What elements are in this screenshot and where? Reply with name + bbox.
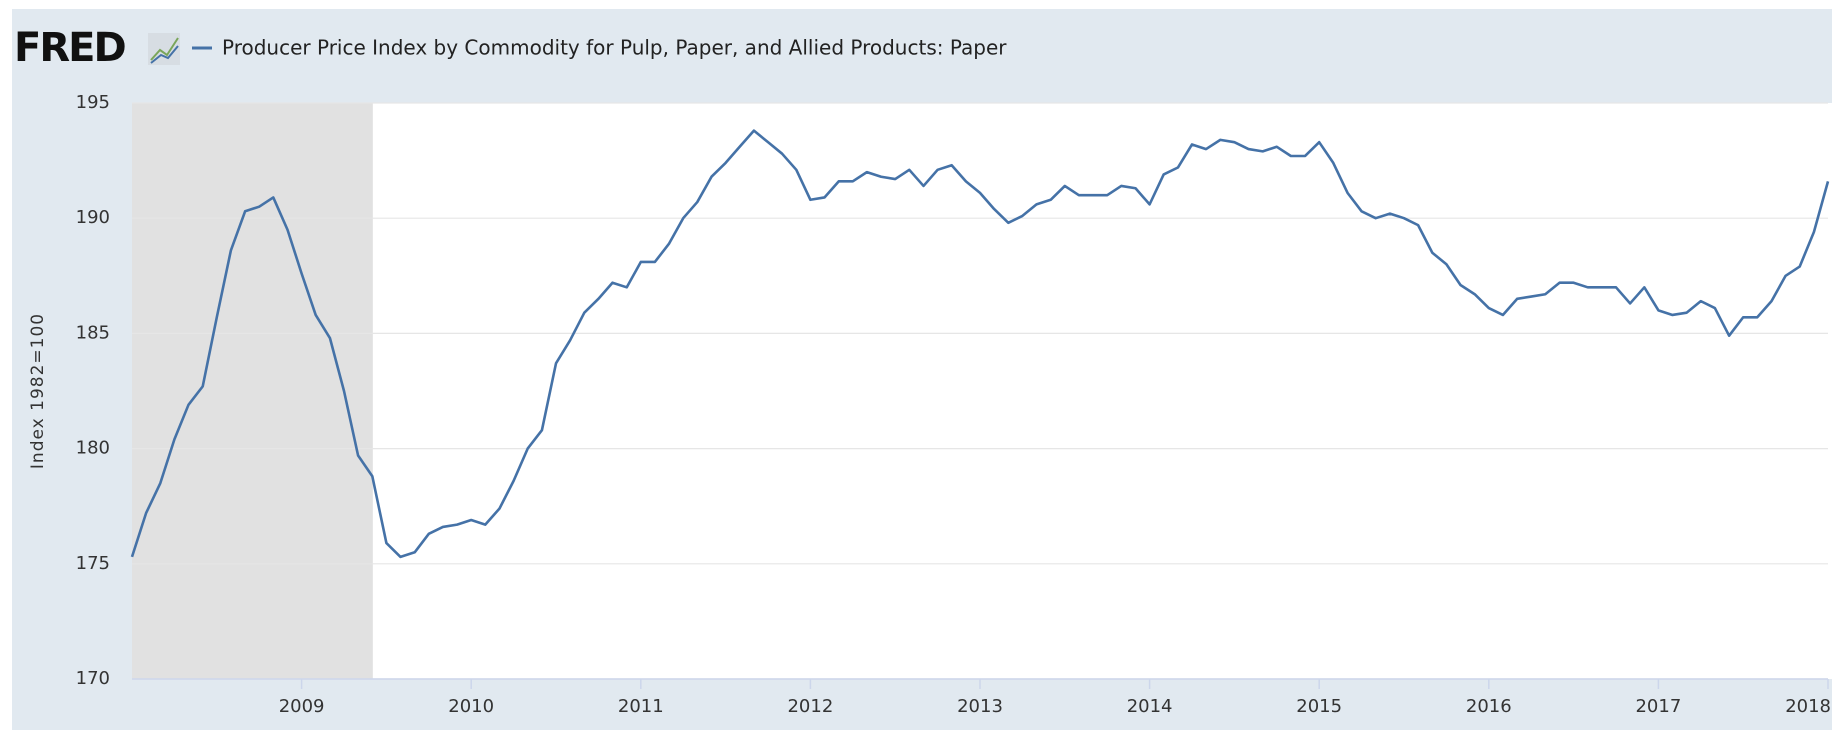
x-tick-label: 2015 (1296, 696, 1342, 717)
x-tick-label: 2016 (1466, 696, 1512, 717)
y-tick-label: 190 (76, 207, 110, 228)
x-tick-label: 2018 (1785, 696, 1831, 717)
x-tick-label: 2009 (279, 696, 325, 717)
y-tick-label: 170 (76, 668, 110, 689)
y-tick-label: 195 (76, 92, 110, 113)
recession-shade (132, 103, 373, 679)
logo-icon (148, 33, 180, 65)
x-tick-label: 2010 (448, 696, 494, 717)
x-tick-label: 2013 (957, 696, 1003, 717)
plot-area (132, 103, 1832, 679)
x-tick-label: 2011 (618, 696, 664, 717)
logo: FRED (14, 25, 125, 71)
legend-label: Producer Price Index by Commodity for Pu… (222, 36, 1007, 60)
y-tick-label: 180 (76, 438, 110, 459)
x-tick-label: 2017 (1635, 696, 1681, 717)
y-tick-label: 175 (76, 553, 110, 574)
x-tick-label: 2014 (1127, 696, 1173, 717)
y-axis-label: Index 1982=100 (28, 313, 48, 469)
series-line (130, 129, 1830, 559)
y-tick-label: 185 (76, 322, 110, 343)
x-tick-label: 2012 (787, 696, 833, 717)
